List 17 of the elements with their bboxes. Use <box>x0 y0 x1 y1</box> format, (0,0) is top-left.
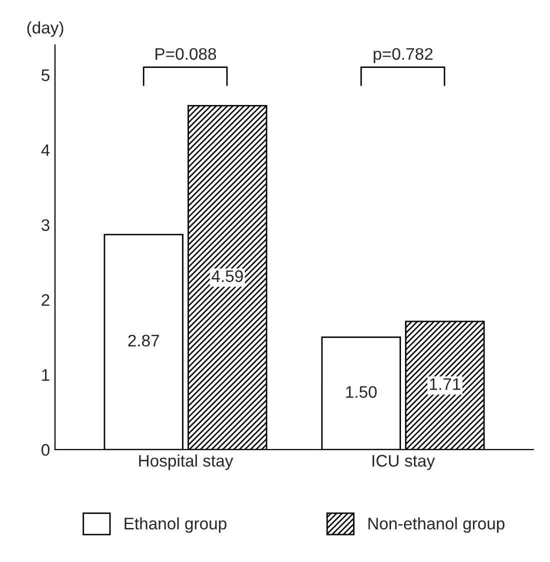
data-label: 4.59 <box>212 270 243 282</box>
x-tick-label: Hospital stay <box>139 454 234 470</box>
data-label: 2.87 <box>128 334 159 347</box>
legend-label: Non-ethanol group <box>368 517 504 533</box>
data-label: 1.71 <box>430 378 460 390</box>
data-label: 1.50 <box>346 386 377 398</box>
y-axis-title: (day) <box>27 21 64 37</box>
annotation: P=0.088 <box>156 48 216 60</box>
y-tick-label: 2 <box>42 294 50 306</box>
y-tick-label: 1 <box>42 369 50 381</box>
y-tick-label: 4 <box>41 144 50 156</box>
legend-label: Ethanol group <box>124 517 226 533</box>
y-tick-label: 3 <box>42 219 50 232</box>
y-tick-label: 0 <box>42 444 50 456</box>
annotation: p=0.782 <box>374 48 433 64</box>
x-tick-label: ICU stay <box>372 454 435 470</box>
y-tick-label: 5 <box>42 70 50 82</box>
